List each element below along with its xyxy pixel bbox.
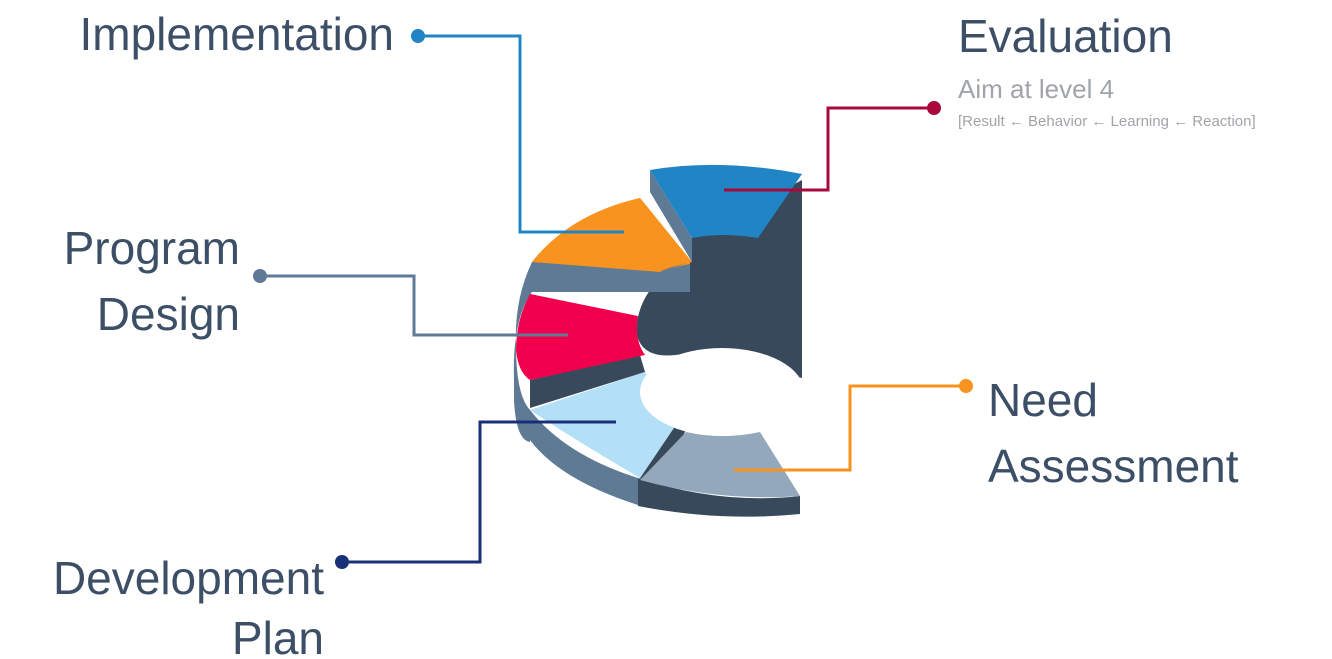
- label-program-line1: Program: [64, 222, 240, 274]
- connector-evaluation-dot: [927, 101, 941, 115]
- connector-program-design-dot: [253, 269, 267, 283]
- ring-evaluation-side: [650, 170, 692, 262]
- ring-outer-bottom-wall: [530, 410, 638, 505]
- label-evaluation-sub: Aim at level 4: [958, 74, 1114, 104]
- connectors: [253, 29, 973, 569]
- connector-development-plan-dot: [335, 555, 349, 569]
- label-program-line2: Design: [97, 288, 240, 340]
- ring-segments: [516, 164, 804, 498]
- label-development-line1: Development: [53, 552, 324, 604]
- connector-development-plan: [342, 420, 616, 564]
- connector-need-assessment-dot: [959, 379, 973, 393]
- label-need-line1: Need: [988, 374, 1098, 426]
- connector-implementation-dot: [411, 29, 425, 43]
- label-development-line2: Plan: [232, 612, 324, 659]
- connector-evaluation: [724, 106, 934, 192]
- segment-implementation-main[interactable]: [532, 198, 692, 262]
- label-implementation: Implementation: [80, 8, 395, 60]
- labels: Implementation Evaluation Aim at level 4…: [53, 8, 1256, 659]
- connector-program-design: [260, 274, 568, 337]
- ring-hole: [640, 348, 804, 436]
- connector-need-assessment: [734, 384, 966, 472]
- ring-outer-bottom-wall-2: [638, 478, 800, 517]
- segment-evaluation[interactable]: [650, 164, 802, 238]
- ring-outer-left-wall: [513, 262, 532, 442]
- label-evaluation: Evaluation: [958, 10, 1173, 62]
- label-need-line2: Assessment: [988, 440, 1239, 492]
- label-evaluation-detail: [Result ← Behavior ← Learning ← Reaction…: [958, 113, 1256, 130]
- segment-program-design[interactable]: [516, 294, 645, 380]
- connector-implementation: [418, 34, 624, 234]
- ring-lower-inner-edge: [530, 355, 645, 408]
- segment-need-assessment[interactable]: [640, 432, 800, 498]
